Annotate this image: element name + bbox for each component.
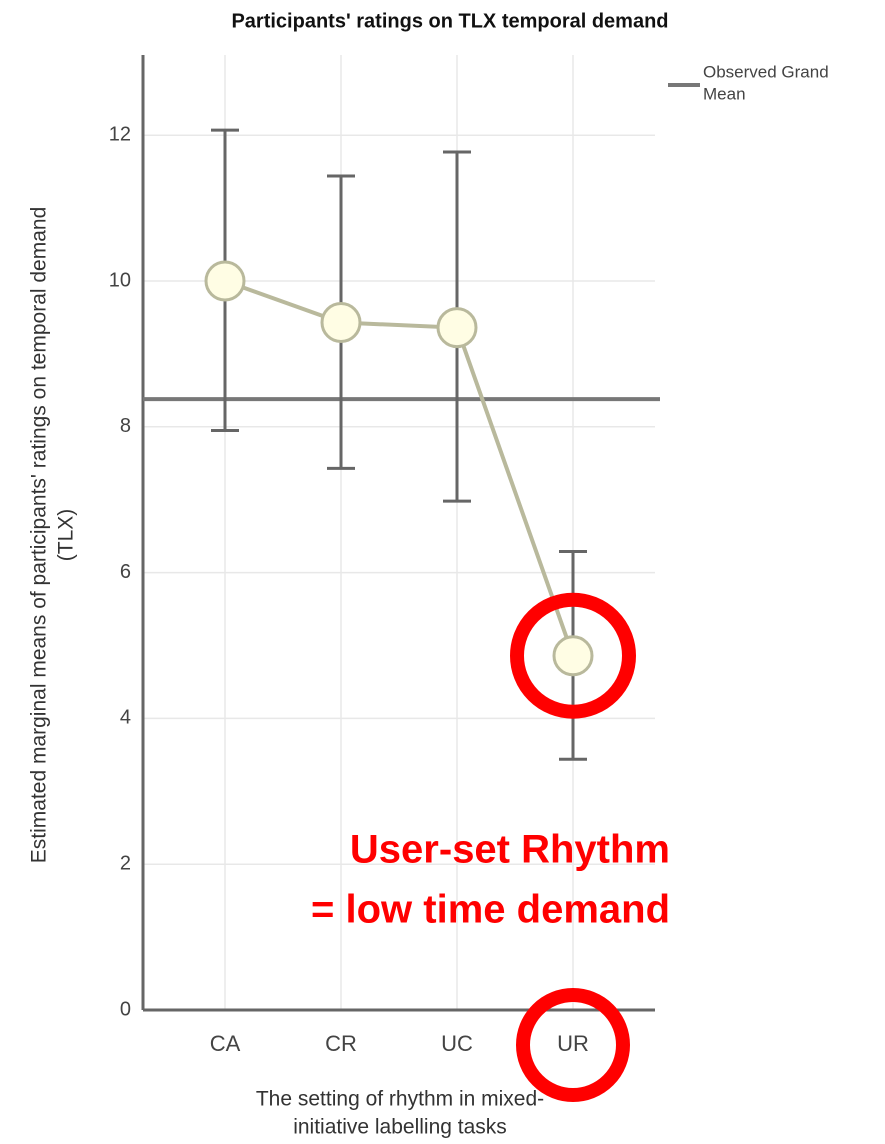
data-point <box>320 302 362 344</box>
data-point <box>552 635 594 677</box>
y-tick-label: 2 <box>120 852 131 874</box>
annotation: User-set Rhythm <box>350 828 670 872</box>
legend-label: Mean <box>703 84 746 103</box>
highlight-circle <box>510 592 636 719</box>
annotation: = low time demand <box>311 888 670 932</box>
legend-label: Observed Grand <box>703 62 829 81</box>
x-tick-label: CA <box>210 1031 241 1056</box>
y-tick-label: 4 <box>120 707 131 729</box>
x-tick-label: UR <box>557 1031 589 1056</box>
x-axis-label: initiative labelling tasks <box>293 1116 507 1139</box>
series-line <box>224 279 575 657</box>
x-tick-label: CR <box>325 1031 357 1056</box>
y-axis-label: (TLX) <box>55 509 78 562</box>
y-tick-label: 6 <box>120 561 131 583</box>
chart-title: Participants' ratings on TLX temporal de… <box>231 10 668 32</box>
y-tick-label: 10 <box>109 269 131 291</box>
y-tick-label: 0 <box>120 998 131 1020</box>
data-point <box>204 260 246 302</box>
data-point <box>436 307 478 349</box>
y-axis-label: Estimated marginal means of participants… <box>28 207 51 864</box>
x-axis-label: The setting of rhythm in mixed- <box>256 1088 544 1111</box>
highlight-circle <box>516 988 630 1102</box>
y-tick-label: 12 <box>109 123 131 145</box>
x-tick-label: UC <box>441 1031 473 1056</box>
y-tick-label: 8 <box>120 415 131 437</box>
